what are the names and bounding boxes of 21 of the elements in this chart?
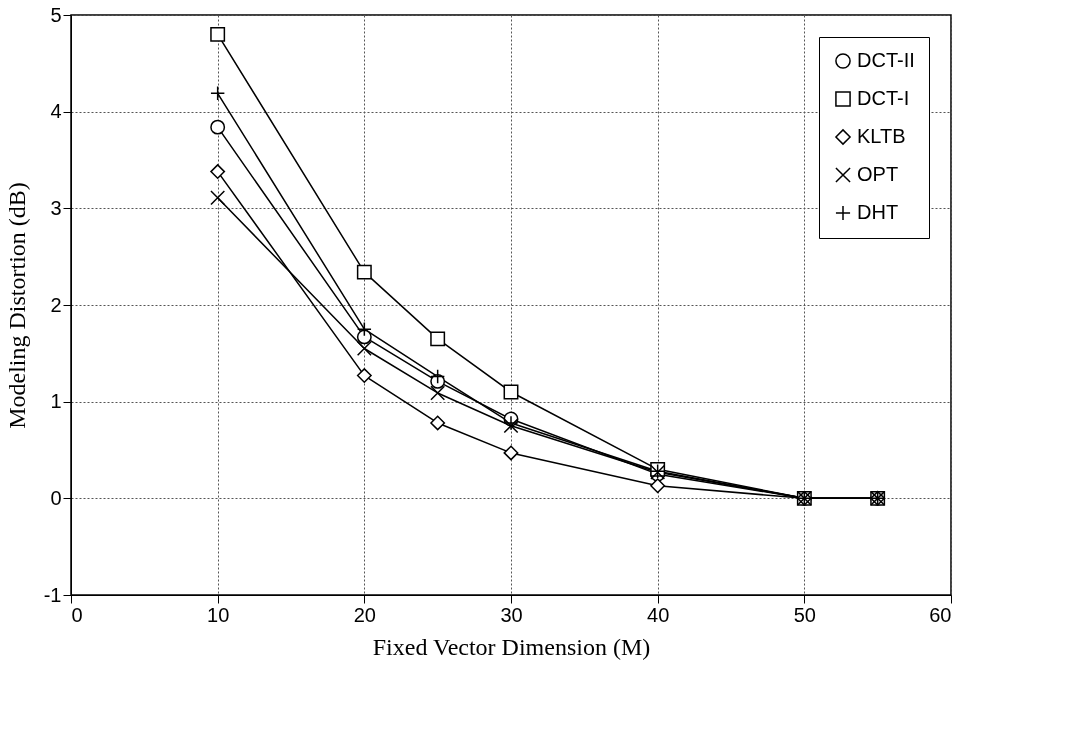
y-tick-label: 2 — [50, 293, 62, 316]
y-tick-label: 4 — [50, 100, 62, 123]
x-tick-label: 20 — [353, 603, 376, 626]
y-axis-title: Modeling Distortion (dB) — [3, 182, 30, 429]
x-axis-title: Fixed Vector Dimension (M) — [372, 633, 651, 660]
x-tick-label: 40 — [647, 603, 670, 626]
x-tick-label: 60 — [929, 603, 952, 626]
legend-label: DHT — [857, 201, 899, 223]
x-tick-label: 30 — [500, 603, 523, 626]
legend-label: DCT-I — [857, 87, 910, 109]
x-tick-label: 0 — [71, 603, 83, 626]
y-tick-label: 3 — [50, 196, 62, 219]
x-tick-label: 10 — [207, 603, 230, 626]
x-tick-label: 50 — [793, 603, 816, 626]
legend-label: KLTB — [857, 125, 906, 147]
y-tick-label: 1 — [50, 390, 62, 413]
legend-label: DCT-II — [857, 49, 915, 71]
legend-label: OPT — [857, 163, 899, 185]
y-tick-label: -1 — [43, 583, 62, 606]
y-tick-label: 5 — [50, 3, 62, 26]
y-tick-label: 0 — [50, 486, 62, 509]
